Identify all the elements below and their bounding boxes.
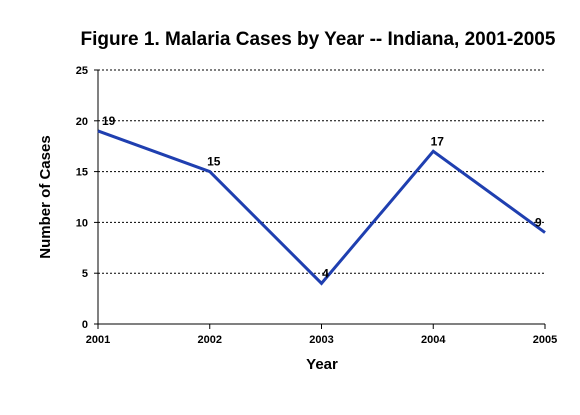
x-tick-label: 2005 xyxy=(533,334,557,346)
data-label: 4 xyxy=(322,266,329,280)
x-tick-labels: 2001 2002 2003 2004 2005 xyxy=(86,324,557,346)
data-label: 17 xyxy=(431,134,445,148)
x-tick-label: 2001 xyxy=(86,334,110,346)
y-tick-label: 0 xyxy=(82,319,88,331)
series-line xyxy=(97,129,546,286)
y-tick-labels: 0 5 10 15 20 25 xyxy=(76,65,98,331)
y-tick-label: 5 xyxy=(82,268,88,280)
x-tick-label: 2004 xyxy=(421,334,446,346)
y-tick-label: 25 xyxy=(76,65,88,77)
data-labels: 19 15 4 17 9 xyxy=(102,114,542,280)
data-label: 19 xyxy=(102,114,116,128)
x-axis-label: Year xyxy=(306,356,338,373)
y-tick-label: 20 xyxy=(76,116,88,128)
y-axis-label: Number of Cases xyxy=(37,135,54,258)
series xyxy=(97,129,546,286)
chart-title: Figure 1. Malaria Cases by Year -- India… xyxy=(81,29,556,50)
data-label: 9 xyxy=(535,216,542,230)
y-tick-label: 10 xyxy=(76,217,88,229)
x-tick-label: 2003 xyxy=(309,334,333,346)
data-label: 15 xyxy=(207,155,221,169)
x-tick-label: 2002 xyxy=(198,334,222,346)
gridlines xyxy=(98,69,545,274)
y-tick-label: 15 xyxy=(76,167,88,179)
